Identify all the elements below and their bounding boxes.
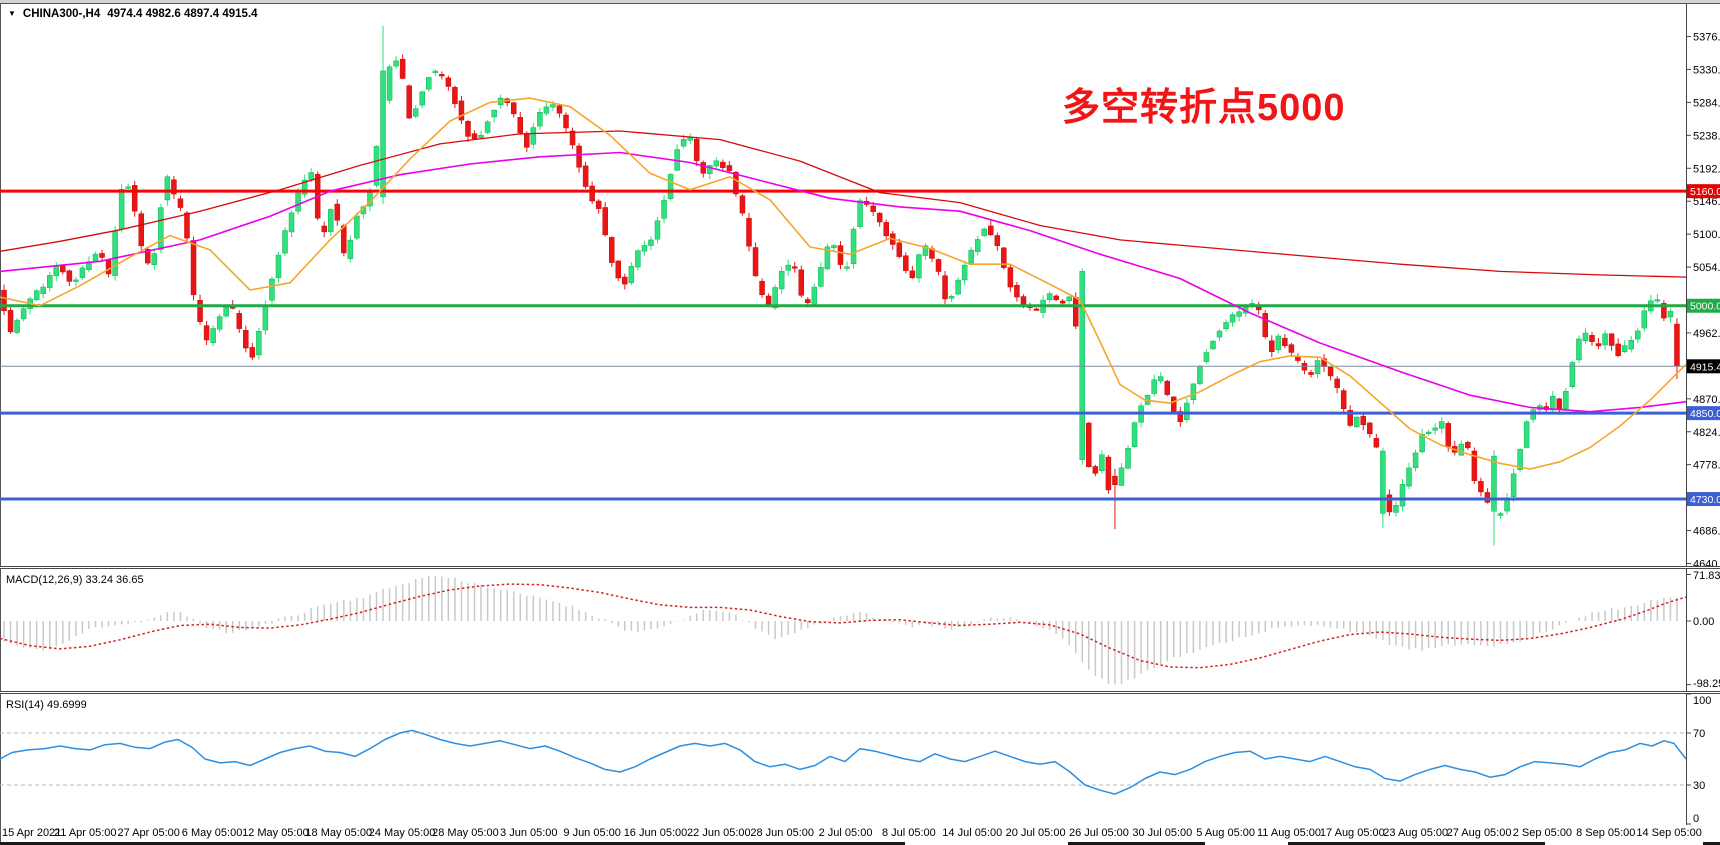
svg-text:5146.0: 5146.0 xyxy=(1693,196,1720,208)
svg-text:-98.25: -98.25 xyxy=(1693,678,1720,690)
ma-fast-orange-line xyxy=(0,97,1687,470)
svg-text:4730.0: 4730.0 xyxy=(1690,494,1720,506)
window-left-edge xyxy=(0,4,1,842)
svg-text:0.00: 0.00 xyxy=(1693,616,1714,628)
time-label: 14 Sep 05:00 xyxy=(1636,827,1702,839)
time-label: 27 Apr 05:00 xyxy=(117,827,180,839)
svg-text:5376.0: 5376.0 xyxy=(1693,32,1720,44)
time-label: 27 Aug 05:00 xyxy=(1446,827,1512,839)
svg-text:4915.4: 4915.4 xyxy=(1690,361,1720,373)
svg-text:5238.0: 5238.0 xyxy=(1693,130,1720,142)
time-label: 23 Aug 05:00 xyxy=(1383,827,1449,839)
svg-text:4850.0: 4850.0 xyxy=(1690,408,1720,420)
window-bottom-edge xyxy=(1288,842,1545,845)
time-label: 2 Jul 05:00 xyxy=(818,827,873,839)
time-label: 9 Jun 05:00 xyxy=(563,827,621,839)
svg-text:4640.0: 4640.0 xyxy=(1693,559,1720,566)
svg-text:5054.0: 5054.0 xyxy=(1693,262,1720,274)
panel-separator[interactable] xyxy=(0,566,1720,569)
window-bottom-edge xyxy=(1068,842,1205,845)
symbol-name: CHINA300-,H4 xyxy=(22,8,101,20)
rsi-indicator-label: RSI(14) 49.6999 xyxy=(6,699,87,711)
svg-text:71.83: 71.83 xyxy=(1693,570,1720,582)
rsi-line xyxy=(0,729,1687,795)
svg-text:4778.0: 4778.0 xyxy=(1693,460,1720,472)
time-label: 6 May 05:00 xyxy=(181,827,243,839)
svg-text:4686.0: 4686.0 xyxy=(1693,526,1720,538)
svg-text:5100.0: 5100.0 xyxy=(1693,229,1720,241)
panel-separator[interactable] xyxy=(0,691,1720,694)
candles xyxy=(1,25,1680,546)
macd-panel-canvas[interactable]: 71.83 0.00 -98.25 xyxy=(0,569,1720,691)
svg-text:0: 0 xyxy=(1693,813,1699,825)
time-axis[interactable]: 15 Apr 2021 21 Apr 05:00 27 Apr 05:00 6 May… xyxy=(0,826,1720,842)
time-label: 26 Jul 05:00 xyxy=(1068,827,1129,839)
time-label: 18 May 05:00 xyxy=(305,827,373,839)
macd-signal-line xyxy=(0,583,1687,669)
time-label: 20 Jul 05:00 xyxy=(1005,827,1066,839)
rsi-panel-canvas[interactable]: 100 70 30 0 xyxy=(0,694,1720,825)
macd-axis[interactable]: 71.83 0.00 -98.25 xyxy=(1686,569,1720,691)
svg-text:5330.0: 5330.0 xyxy=(1693,64,1720,76)
svg-text:100: 100 xyxy=(1693,695,1711,707)
svg-text:5284.0: 5284.0 xyxy=(1693,97,1720,109)
time-label: 8 Jul 05:00 xyxy=(881,827,936,839)
time-label: 30 Jul 05:00 xyxy=(1132,827,1193,839)
window-bottom-edge xyxy=(1703,842,1720,845)
window-bottom-edge xyxy=(0,842,905,845)
candlestick-chart-canvas[interactable]: 5376.0 5330.0 5284.0 5238.0 5192.0 5146.0 5100… xyxy=(0,4,1720,566)
chart-annotation: 多空转折点5000 xyxy=(1062,87,1346,129)
ma-mid-magenta-line xyxy=(0,151,1687,413)
time-label: 16 Jun 05:00 xyxy=(623,827,688,839)
svg-text:4824.0: 4824.0 xyxy=(1693,427,1720,439)
time-label: 28 Jun 05:00 xyxy=(750,827,814,839)
svg-text:30: 30 xyxy=(1693,780,1705,792)
svg-text:5192.0: 5192.0 xyxy=(1693,163,1720,175)
svg-text:4962.0: 4962.0 xyxy=(1693,328,1720,340)
time-label: 28 May 05:00 xyxy=(432,827,499,839)
ohlc-values: 4974.4 4982.6 4897.4 4915.4 xyxy=(107,8,258,20)
rsi-axis[interactable]: 100 70 30 0 xyxy=(1686,694,1711,825)
time-label: 5 Aug 05:00 xyxy=(1196,827,1256,839)
svg-text:5160.0: 5160.0 xyxy=(1690,186,1720,198)
time-label: 12 May 05:00 xyxy=(242,827,309,839)
horizontal-level-lines[interactable] xyxy=(0,189,1686,501)
macd-indicator-label: MACD(12,26,9) 33.24 36.65 xyxy=(6,574,144,586)
ma-slow-red-line xyxy=(0,130,1687,278)
chevron-down-icon[interactable]: ▼ xyxy=(8,9,16,18)
time-label: 14 Jul 05:00 xyxy=(942,827,1003,839)
time-label: 11 Aug 05:00 xyxy=(1256,827,1322,839)
svg-text:70: 70 xyxy=(1693,728,1705,740)
time-label: 21 Apr 05:00 xyxy=(54,827,117,839)
time-label: 2 Sep 05:00 xyxy=(1512,827,1573,839)
time-label: 8 Sep 05:00 xyxy=(1576,827,1636,839)
svg-text:4870.0: 4870.0 xyxy=(1693,394,1720,406)
time-label: 17 Aug 05:00 xyxy=(1319,827,1385,839)
time-label: 22 Jun 05:00 xyxy=(687,827,751,839)
price-axis[interactable]: 5376.0 5330.0 5284.0 5238.0 5192.0 5146.0 5100… xyxy=(1686,4,1720,566)
window-top-edge xyxy=(0,0,1720,4)
time-label: 3 Jun 05:00 xyxy=(500,827,558,839)
svg-text:5000.0: 5000.0 xyxy=(1690,301,1720,313)
macd-histogram xyxy=(3,575,1678,685)
time-label: 24 May 05:00 xyxy=(368,827,436,839)
time-label: 15 Apr 2021 xyxy=(2,827,62,839)
symbol-ohlc-label: ▼ CHINA300-,H4 4974.4 4982.6 4897.4 4915… xyxy=(8,8,258,20)
